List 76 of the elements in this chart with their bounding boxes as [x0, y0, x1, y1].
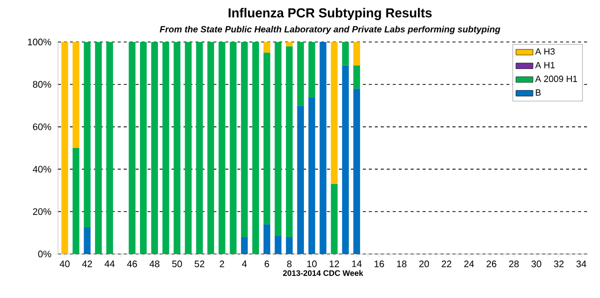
- bar: [207, 42, 214, 254]
- x-tick-label: 50: [172, 260, 182, 268]
- y-tick-label: 80%: [32, 81, 52, 88]
- bar: [297, 42, 304, 106]
- bar: [72, 42, 80, 148]
- bar: [263, 224, 270, 254]
- x-tick-label: 44: [104, 260, 115, 268]
- bar: [84, 228, 91, 254]
- bar: [308, 42, 316, 98]
- bar: [162, 42, 170, 254]
- bar: [286, 46, 293, 238]
- bar: [263, 52, 270, 224]
- bar: [72, 148, 80, 254]
- y-tick-label: 60%: [33, 123, 52, 130]
- y-tick-label: 100%: [28, 38, 52, 46]
- chart-subtitle: From the State Public Health Laboratory and Private Labs performing subtyping: [160, 26, 500, 34]
- bar: [342, 65, 349, 254]
- bar: [353, 42, 360, 66]
- x-tick-label: 32: [554, 260, 564, 268]
- bar: [274, 236, 282, 254]
- bar: [297, 106, 304, 254]
- bar: [286, 42, 293, 46]
- x-tick-label: 30: [531, 260, 542, 268]
- x-tick-label: 18: [397, 260, 406, 268]
- legend-label: A 2009 H1: [535, 76, 578, 82]
- x-tick-label: 42: [82, 260, 92, 268]
- y-tick-label: 0%: [38, 250, 52, 258]
- bar: [320, 42, 326, 254]
- x-tick-label: 34: [576, 260, 586, 268]
- bar: [84, 42, 91, 228]
- bar: [151, 42, 158, 254]
- x-tick-label: 14: [352, 260, 362, 268]
- bar: [241, 237, 248, 254]
- x-tick-label: 16: [374, 260, 384, 268]
- legend-label: B: [536, 89, 541, 96]
- x-tick-label: 10: [307, 260, 317, 268]
- bar: [128, 42, 136, 254]
- bar: [196, 42, 203, 254]
- bar: [353, 65, 360, 89]
- x-tick-label: 22: [442, 260, 452, 268]
- bar: [330, 184, 338, 254]
- x-tick-label: 52: [194, 260, 204, 268]
- bar: [286, 237, 293, 254]
- bar: [218, 42, 226, 254]
- bar: [353, 88, 360, 254]
- bar: [274, 42, 282, 236]
- bar: [342, 42, 349, 66]
- x-tick-label: 8: [287, 260, 292, 268]
- bar: [184, 42, 192, 254]
- x-tick-label: 4: [242, 260, 247, 268]
- bar: [174, 42, 180, 254]
- x-tick-label: 40: [60, 260, 70, 268]
- x-tick-label: 48: [150, 260, 160, 268]
- bar: [252, 42, 260, 254]
- x-tick-label: 20: [419, 260, 429, 268]
- x-tick-label: 12: [330, 260, 340, 268]
- legend-label: A H1: [535, 62, 555, 68]
- x-tick-label: 46: [127, 260, 137, 268]
- x-tick-label: 2: [220, 260, 224, 268]
- bar: [308, 97, 316, 254]
- legend-label: A H3: [535, 48, 555, 55]
- bar: [106, 42, 114, 254]
- bar: [330, 42, 338, 184]
- x-tick-label: 24: [464, 260, 474, 268]
- bar: [241, 42, 248, 238]
- bar: [230, 42, 237, 254]
- y-tick-label: 40%: [32, 166, 52, 173]
- bar: [61, 42, 68, 254]
- x-tick-label: 6: [264, 260, 270, 268]
- x-tick-label: 28: [509, 260, 519, 268]
- x-tick-label: 26: [486, 260, 496, 268]
- chart-title: Influenza PCR Subtyping Results: [228, 8, 432, 20]
- bar: [263, 42, 270, 53]
- bar: [140, 42, 147, 254]
- bar: [95, 42, 102, 254]
- y-tick-label: 20%: [33, 208, 52, 215]
